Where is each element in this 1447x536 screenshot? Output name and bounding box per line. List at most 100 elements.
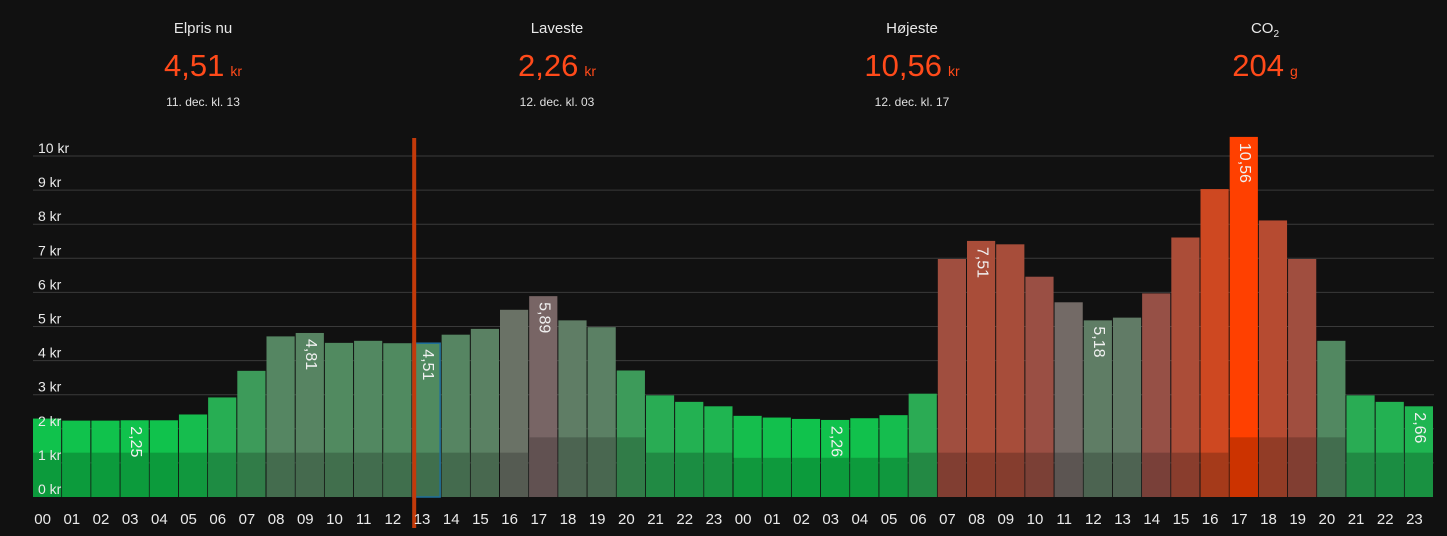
base-cost-bar [120,452,149,497]
stat-value: 10,56 [864,48,942,83]
x-tick-label: 03 [122,511,139,528]
x-tick-label: 09 [997,511,1014,528]
x-tick-label: 04 [151,511,168,528]
y-tick-label: 4 kr [38,345,62,361]
base-cost-bar [1171,452,1200,497]
x-tick-label: 22 [1377,511,1394,528]
x-tick-label: 15 [1173,511,1190,528]
stat-timestamp: 12. dec. kl. 17 [874,95,950,109]
base-cost-bar [383,452,412,497]
base-cost-bar [821,457,850,497]
x-tick-label: 15 [472,511,489,528]
stat-unit: g [1289,63,1298,79]
x-tick-label: 01 [764,511,781,528]
x-tick-label: 16 [501,511,518,528]
stat-unit: kr [947,63,960,79]
bars [33,136,1433,498]
base-cost-bar [762,457,791,497]
stat-unit: kr [230,63,242,79]
x-tick-label: 07 [239,511,256,528]
stat-value: 2,26 [517,48,579,83]
stat-title: Elpris nu [173,20,233,37]
y-tick-label: 1 kr [38,447,62,463]
bar-value-label: 4,51 [419,349,436,380]
bar-value-label: 10,56 [1236,143,1253,183]
base-cost-bar [1317,437,1346,497]
x-tick-label: 17 [1231,511,1248,528]
x-tick-label: 20 [1319,511,1336,528]
base-cost-bar [208,452,237,497]
y-tick-label: 2 kr [38,413,62,429]
x-tick-label: 05 [180,511,197,528]
x-tick-label: 23 [1406,511,1423,528]
x-tick-label: 18 [1260,511,1277,528]
base-cost-bar [1142,452,1171,497]
base-cost-bar [500,452,529,497]
x-tick-label: 14 [1143,511,1160,528]
base-cost-bar [62,452,91,497]
base-cost-bar [791,457,821,497]
stat-value: 204 [1232,48,1284,83]
base-cost-bar [237,452,266,497]
x-tick-label: 00 [34,511,51,528]
x-tick-label: 19 [1289,511,1306,528]
x-tick-label: 17 [530,511,547,528]
base-cost-bar [33,452,62,497]
x-tick-label: 06 [910,511,927,528]
bar-value-label: 5,89 [536,302,553,333]
base-cost-bar [967,452,996,497]
x-tick-label: 12 [1085,511,1102,528]
x-tick-label: 22 [676,511,693,528]
y-tick-label: 0 kr [38,481,62,497]
stat-title: Højeste [886,20,938,37]
stats-header: Elpris nu 4,51 kr 11. dec. kl. 13 Laveste… [0,0,1447,130]
stat-unit: kr [584,63,596,79]
x-tick-label: 13 [414,511,431,528]
y-axis: 0 kr 1 kr 2 kr 3 kr 4 kr 5 kr 6 kr 7 kr 8 kr 9 kr… [38,140,69,497]
base-cost-bar [675,452,704,497]
base-cost-bar [1288,437,1317,497]
base-cost-bar [1346,452,1375,497]
base-cost-bar [908,452,937,497]
base-cost-bar [412,452,441,497]
stat-title: Laveste [530,20,584,37]
base-cost-bar [441,452,470,497]
bar-value-label: 4,81 [302,339,319,370]
base-cost-bar [1054,452,1083,497]
base-cost-bar [937,452,966,497]
x-tick-label: 18 [560,511,577,528]
base-cost-bar [1025,452,1054,497]
base-cost-bar [733,457,762,497]
base-cost-bar [850,457,879,497]
x-tick-label: 10 [326,511,343,528]
y-tick-label: 7 kr [38,242,62,258]
x-tick-label: 14 [443,511,460,528]
x-tick-label: 03 [822,511,839,528]
base-cost-bar [1258,437,1288,497]
bar-value-label: 2,26 [827,426,844,457]
x-tick-label: 11 [356,511,372,528]
x-tick-label: 08 [968,511,985,528]
x-tick-label: 02 [93,511,110,528]
x-tick-label: 20 [618,511,635,528]
bar-value-label: 2,66 [1411,412,1428,443]
base-cost-bar [587,437,616,497]
x-tick-label: 00 [735,511,752,528]
base-cost-bar [295,452,324,497]
x-tick-label: 16 [1202,511,1219,528]
x-tick-label: 07 [939,511,956,528]
x-tick-label: 21 [647,511,664,528]
value-labels: 2,25 4,81 4,51 5,89 2,26 7,51 5,18 10,56 2,66 [127,143,1428,458]
x-tick-label: 05 [881,511,898,528]
base-cost-bar [324,452,354,497]
x-tick-label: 19 [589,511,606,528]
y-tick-label: 10 kr [38,140,69,156]
y-tick-label: 3 kr [38,379,62,395]
y-tick-label: 9 kr [38,174,62,190]
base-cost-bar [1112,452,1142,497]
x-tick-label: 11 [1056,511,1072,528]
x-tick-label: 23 [706,511,723,528]
base-cost-bar [178,452,208,497]
base-cost-bar [470,452,499,497]
